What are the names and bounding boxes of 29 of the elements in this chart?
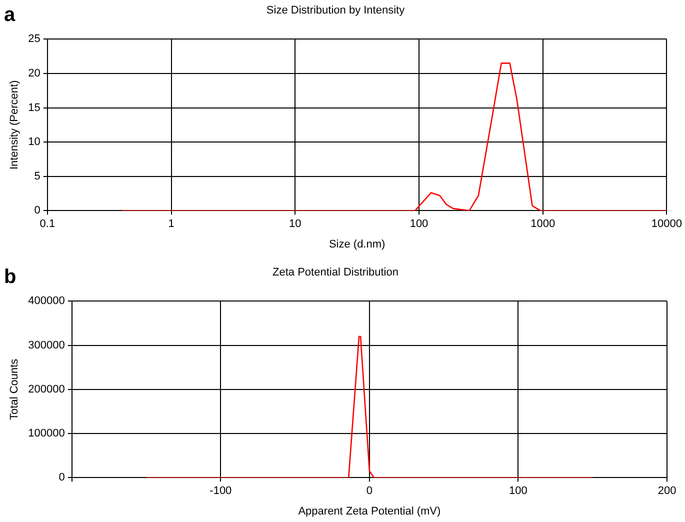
y-tick-label: 25 (28, 33, 40, 46)
x-tick-label: 200 (658, 485, 676, 498)
y-tick-label: 0 (34, 204, 40, 217)
chart-title: Size Distribution by Intensity (266, 4, 406, 17)
y-tick-label: 100000 (28, 428, 65, 440)
y-tick-label: 200000 (28, 383, 65, 396)
y-tick-label: 400000 (28, 295, 65, 308)
y-tick-label: 5 (34, 170, 40, 182)
x-tick-label: -100 (210, 485, 232, 498)
y-tick-label: 300000 (28, 339, 65, 352)
x-tick-label: 1000 (530, 218, 556, 230)
y-tick-label: 15 (28, 102, 40, 114)
y-tick-label: 10 (28, 136, 40, 148)
x-tick-label: 10000 (651, 218, 682, 230)
x-axis-title: Size (d.nm) (328, 238, 386, 250)
x-tick-label: 1 (168, 218, 174, 230)
x-tick-label: 100 (509, 485, 528, 498)
y-axis-title: Total Counts (8, 358, 21, 420)
x-tick-label: 10 (289, 218, 302, 230)
x-tick-label: 0 (366, 485, 373, 498)
x-tick-label: 0.1 (40, 218, 56, 230)
y-tick-label: 0 (58, 472, 65, 484)
x-tick-label: 100 (410, 218, 428, 230)
x-axis-title: Apparent Zeta Potential (mV) (298, 505, 441, 518)
chart-title: Zeta Potential Distribution (272, 266, 398, 279)
y-axis-title: Intensity (Percent) (8, 80, 21, 170)
text: b (4, 266, 16, 289)
text: a (4, 4, 16, 27)
y-tick-label: 20 (28, 68, 40, 80)
